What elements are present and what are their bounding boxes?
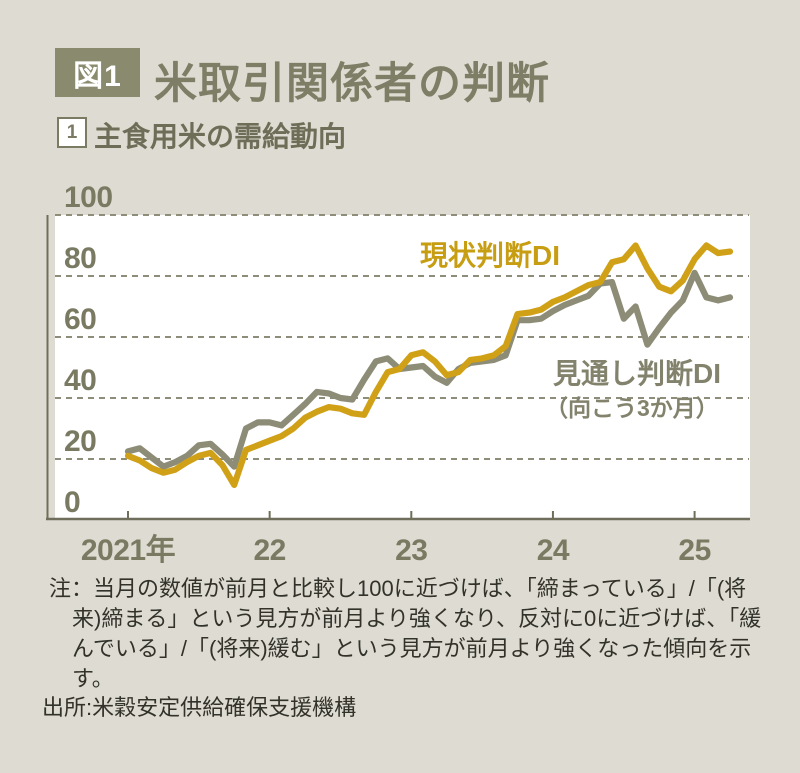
subtitle-number-badge: 1 bbox=[57, 117, 87, 148]
y-axis-tick-label: 60 bbox=[64, 303, 96, 336]
chart-subtitle: 主食用米の需給動向 bbox=[94, 121, 347, 152]
page-title: 米取引関係者の判断 bbox=[154, 60, 550, 108]
x-axis-tick-label: 2021年 bbox=[81, 534, 176, 567]
y-axis-tick-label: 0 bbox=[64, 486, 80, 519]
subtitle-number-label: 1 bbox=[66, 121, 78, 143]
x-axis-tick-label: 22 bbox=[253, 534, 285, 567]
series-label-outlook-di-subtext: （向こう3か月） bbox=[545, 395, 719, 421]
figure-number-label: 図1 bbox=[73, 59, 122, 93]
y-axis-tick-label: 80 bbox=[64, 242, 96, 275]
footnote-line-2: 来)締まる」という見方が前月より強くなり、反対に0に近づけば、「緩 bbox=[72, 606, 762, 631]
x-axis-tick-label: 25 bbox=[678, 534, 710, 567]
source-attribution: 出所:米穀安定供給確保支援機構 bbox=[42, 695, 357, 720]
footnote-line-4: す。 bbox=[72, 666, 114, 691]
series-line-見通し判断DI（向こう3か月） bbox=[124, 269, 734, 470]
series-label-outlook-di: 見通し判断DI bbox=[553, 358, 722, 389]
x-axis-tick-label: 24 bbox=[537, 534, 570, 567]
footnote-line-3: んでいる」/「(将来)緩む」という見方が前月より強くなった傾向を示 bbox=[72, 636, 752, 661]
y-axis-tick-label: 40 bbox=[64, 364, 96, 397]
series-line-現状判断DI bbox=[124, 242, 734, 488]
series-label-current-di: 現状判断DI bbox=[420, 240, 561, 271]
y-axis-tick-label: 100 bbox=[64, 181, 113, 214]
figure-number-badge: 図1 bbox=[55, 48, 140, 97]
footnote-line-1: 注：当月の数値が前月と比較し100に近づけば、「締まっている」/「(将 bbox=[49, 576, 747, 601]
x-axis-tick-label: 23 bbox=[395, 534, 427, 567]
y-axis-tick-label: 20 bbox=[64, 425, 96, 458]
